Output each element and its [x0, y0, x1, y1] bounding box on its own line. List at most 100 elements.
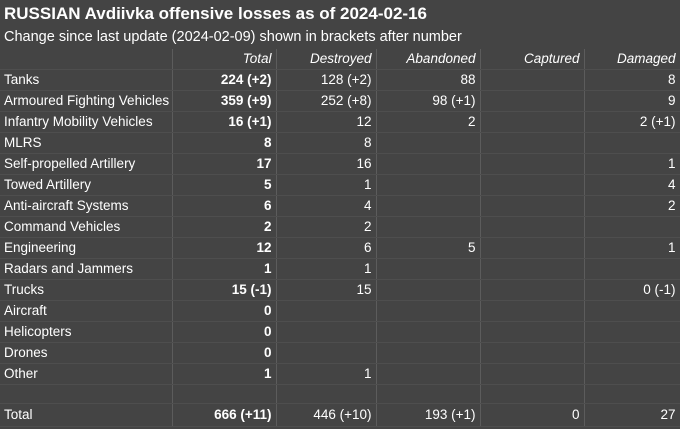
category-cell: Anti-aircraft Systems: [0, 195, 173, 217]
totals-row: Total 666 (+11) 446 (+10) 193 (+1) 0 27: [0, 403, 680, 427]
total-cell: 0: [172, 342, 277, 364]
totals-damaged-cell: 27: [584, 403, 680, 427]
damaged-cell: 1: [584, 153, 680, 175]
totals-captured-cell: 0: [480, 403, 585, 427]
category-cell: Aircraft: [0, 300, 173, 322]
damaged-cell: [584, 363, 680, 385]
total-cell: 8: [172, 132, 277, 154]
captured-cell: [480, 111, 585, 133]
empty-cell: [276, 384, 377, 404]
captured-cell: [480, 363, 585, 385]
totals-abandoned-cell: 193 (+1): [376, 403, 481, 427]
totals-total-cell: 666 (+11): [172, 403, 277, 427]
captured-cell: [480, 132, 585, 154]
destroyed-cell: 1: [276, 258, 377, 280]
damaged-cell: [584, 258, 680, 280]
destroyed-cell: 12: [276, 111, 377, 133]
damaged-cell: [584, 132, 680, 154]
captured-cell: [480, 90, 585, 112]
table-row: Aircraft 0: [0, 300, 680, 322]
abandoned-cell: 98 (+1): [376, 90, 481, 112]
captured-cell: [480, 300, 585, 322]
category-cell: Trucks: [0, 279, 173, 301]
destroyed-cell: 8: [276, 132, 377, 154]
damaged-cell: 2 (+1): [584, 111, 680, 133]
total-cell: 224 (+2): [172, 69, 277, 91]
destroyed-cell: 252 (+8): [276, 90, 377, 112]
abandoned-cell: 5: [376, 237, 481, 259]
total-cell: 2: [172, 216, 277, 238]
destroyed-cell: 1: [276, 174, 377, 196]
page-title: RUSSIAN Avdiivka offensive losses as of …: [4, 4, 427, 23]
empty-cell: [480, 384, 585, 404]
abandoned-cell: [376, 300, 481, 322]
totals-label: Total: [0, 403, 173, 427]
abandoned-cell: [376, 279, 481, 301]
destroyed-cell: 1: [276, 363, 377, 385]
category-cell: Drones: [0, 342, 173, 364]
total-cell: 16 (+1): [172, 111, 277, 133]
total-cell: 5: [172, 174, 277, 196]
losses-table: Total Destroyed Abandoned Captured Damag…: [0, 49, 680, 427]
total-cell: 1: [172, 363, 277, 385]
empty-cell: [0, 384, 173, 404]
table-row: Anti-aircraft Systems 6 4 2: [0, 195, 680, 217]
abandoned-cell: [376, 216, 481, 238]
category-cell: Other: [0, 363, 173, 385]
captured-cell: [480, 237, 585, 259]
column-header-abandoned: Abandoned: [376, 49, 481, 70]
header-row: Total Destroyed Abandoned Captured Damag…: [0, 49, 680, 70]
total-cell: 0: [172, 300, 277, 322]
table-row: Towed Artillery 5 1 4: [0, 174, 680, 196]
table-row: Tanks 224 (+2) 128 (+2) 88 8: [0, 69, 680, 91]
page-subtitle: Change since last update (2024-02-09) sh…: [4, 29, 462, 45]
abandoned-cell: [376, 153, 481, 175]
total-cell: 17: [172, 153, 277, 175]
captured-cell: [480, 153, 585, 175]
table-row: Self-propelled Artillery 17 16 1: [0, 153, 680, 175]
table-row: Drones 0: [0, 342, 680, 364]
table-row: Helicopters 0: [0, 321, 680, 343]
destroyed-cell: 6: [276, 237, 377, 259]
captured-cell: [480, 321, 585, 343]
table-row: MLRS 8 8: [0, 132, 680, 154]
empty-cell: [172, 384, 277, 404]
abandoned-cell: [376, 195, 481, 217]
table-row: Infantry Mobility Vehicles 16 (+1) 12 2 …: [0, 111, 680, 133]
total-cell: 12: [172, 237, 277, 259]
damaged-cell: [584, 216, 680, 238]
column-header-damaged: Damaged: [584, 49, 680, 70]
total-cell: 6: [172, 195, 277, 217]
destroyed-cell: 4: [276, 195, 377, 217]
spacer-row: [0, 384, 680, 404]
abandoned-cell: [376, 321, 481, 343]
table-row: Radars and Jammers 1 1: [0, 258, 680, 280]
destroyed-cell: 16: [276, 153, 377, 175]
table-row: Command Vehicles 2 2: [0, 216, 680, 238]
damaged-cell: 2: [584, 195, 680, 217]
table-row: Other 1 1: [0, 363, 680, 385]
destroyed-cell: [276, 321, 377, 343]
abandoned-cell: [376, 174, 481, 196]
category-cell: Armoured Fighting Vehicles: [0, 90, 173, 112]
captured-cell: [480, 174, 585, 196]
column-header-captured: Captured: [480, 49, 585, 70]
category-cell: Towed Artillery: [0, 174, 173, 196]
captured-cell: [480, 342, 585, 364]
damaged-cell: 8: [584, 69, 680, 91]
abandoned-cell: [376, 363, 481, 385]
destroyed-cell: 2: [276, 216, 377, 238]
destroyed-cell: 128 (+2): [276, 69, 377, 91]
damaged-cell: 9: [584, 90, 680, 112]
category-cell: Helicopters: [0, 321, 173, 343]
destroyed-cell: 15: [276, 279, 377, 301]
total-cell: 15 (-1): [172, 279, 277, 301]
total-cell: 359 (+9): [172, 90, 277, 112]
damaged-cell: [584, 342, 680, 364]
destroyed-cell: [276, 342, 377, 364]
abandoned-cell: [376, 342, 481, 364]
damaged-cell: 1: [584, 237, 680, 259]
category-cell: Tanks: [0, 69, 173, 91]
captured-cell: [480, 216, 585, 238]
table-row: Armoured Fighting Vehicles 359 (+9) 252 …: [0, 90, 680, 112]
